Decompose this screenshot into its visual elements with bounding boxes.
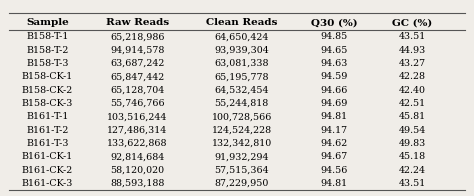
Text: 94.59: 94.59 [320,73,348,82]
Text: 64,532,454: 64,532,454 [215,86,269,95]
Text: 88,593,188: 88,593,188 [110,179,164,188]
Text: 103,516,244: 103,516,244 [107,113,168,122]
Text: 124,524,228: 124,524,228 [212,126,272,135]
Text: 55,746,766: 55,746,766 [110,99,165,108]
Text: 65,128,704: 65,128,704 [110,86,164,95]
Text: 65,195,778: 65,195,778 [215,73,269,82]
Text: B158-CK-3: B158-CK-3 [22,99,73,108]
Text: 94.63: 94.63 [320,59,348,68]
Text: B161-T-2: B161-T-2 [26,126,69,135]
Text: B161-CK-1: B161-CK-1 [22,152,73,162]
Text: 94,914,578: 94,914,578 [110,46,164,55]
Text: 42.24: 42.24 [399,166,426,175]
Text: 64,650,424: 64,650,424 [215,33,269,42]
Text: 94.81: 94.81 [320,179,348,188]
Text: Raw Reads: Raw Reads [106,18,169,27]
Text: B161-CK-2: B161-CK-2 [22,166,73,175]
Text: 94.69: 94.69 [320,99,348,108]
Text: 100,728,566: 100,728,566 [211,113,272,122]
Text: 133,622,868: 133,622,868 [107,139,168,148]
Text: 94.67: 94.67 [320,152,348,162]
Text: 94.66: 94.66 [320,86,348,95]
Text: Sample: Sample [26,18,69,27]
Text: Clean Reads: Clean Reads [206,18,277,27]
Text: 94.17: 94.17 [320,126,348,135]
Text: 127,486,314: 127,486,314 [107,126,168,135]
Text: 132,342,810: 132,342,810 [211,139,272,148]
Text: 44.93: 44.93 [399,46,426,55]
Text: 58,120,020: 58,120,020 [110,166,164,175]
Text: 49.54: 49.54 [399,126,426,135]
Text: 92,814,684: 92,814,684 [110,152,164,162]
Text: B158-T-1: B158-T-1 [26,33,69,42]
Text: 43.27: 43.27 [399,59,426,68]
Text: 57,515,364: 57,515,364 [214,166,269,175]
Text: B158-CK-2: B158-CK-2 [22,86,73,95]
Text: 65,847,442: 65,847,442 [110,73,164,82]
Text: 55,244,818: 55,244,818 [215,99,269,108]
Text: 94.81: 94.81 [320,113,348,122]
Text: 91,932,294: 91,932,294 [215,152,269,162]
Text: 49.83: 49.83 [399,139,426,148]
Text: 45.18: 45.18 [399,152,426,162]
Text: 93,939,304: 93,939,304 [214,46,269,55]
Text: GC (%): GC (%) [392,18,432,27]
Text: 42.28: 42.28 [399,73,426,82]
Text: 94.85: 94.85 [320,33,348,42]
Text: 42.40: 42.40 [399,86,426,95]
Text: 45.81: 45.81 [399,113,426,122]
Text: B158-CK-1: B158-CK-1 [22,73,73,82]
Text: 43.51: 43.51 [399,179,426,188]
Text: 43.51: 43.51 [399,33,426,42]
Text: 42.51: 42.51 [399,99,426,108]
Text: B158-T-2: B158-T-2 [26,46,69,55]
Text: 94.65: 94.65 [320,46,348,55]
Text: B161-CK-3: B161-CK-3 [22,179,73,188]
Text: B158-T-3: B158-T-3 [26,59,69,68]
Text: 63,081,338: 63,081,338 [215,59,269,68]
Text: 87,229,950: 87,229,950 [215,179,269,188]
Text: B161-T-3: B161-T-3 [26,139,69,148]
Text: 94.62: 94.62 [320,139,348,148]
Text: B161-T-1: B161-T-1 [26,113,69,122]
Text: Q30 (%): Q30 (%) [311,18,357,27]
Text: 65,218,986: 65,218,986 [110,33,164,42]
Text: 63,687,242: 63,687,242 [110,59,164,68]
Text: 94.56: 94.56 [320,166,348,175]
